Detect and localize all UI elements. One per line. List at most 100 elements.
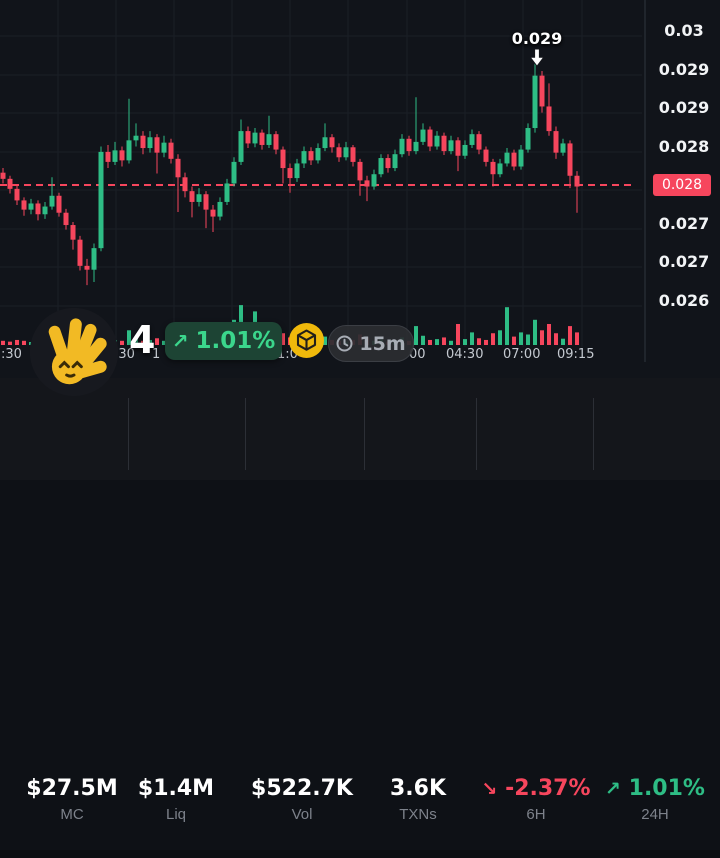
volume-bar [1, 340, 5, 345]
candle-body [224, 183, 230, 202]
face-icon [58, 360, 83, 378]
volume-bar [526, 334, 530, 345]
volume-bar [477, 338, 481, 345]
candle-body [63, 212, 69, 226]
stat-label: 6H [526, 806, 546, 823]
candle-body [462, 144, 468, 156]
candle-body [70, 225, 76, 240]
volume-bar [568, 326, 572, 345]
candle-body [308, 151, 314, 161]
stat-label: 24H [641, 806, 669, 823]
candle-body [84, 265, 90, 270]
candle-body [420, 129, 426, 142]
volume-bar [435, 339, 439, 345]
candle-body [574, 175, 580, 187]
volume-bar [561, 338, 565, 345]
candle-body [504, 152, 510, 164]
candle-body [7, 178, 13, 189]
stat-label: TXNs [399, 806, 437, 823]
volume-bar [519, 332, 523, 345]
candle-body [259, 132, 265, 145]
stat-divider [476, 398, 477, 470]
up-arrow-icon: ↗ [605, 778, 621, 800]
price-axis-label: 0.027 [658, 252, 710, 271]
price-axis-label: 0.029 [658, 60, 710, 79]
candle-body [56, 195, 62, 213]
change-pill[interactable]: ↗ 1.01% [165, 322, 282, 360]
time-axis-label: :30 [1, 347, 22, 362]
volume-bar [470, 332, 474, 345]
price-axis-label: 0.028 [658, 137, 710, 156]
volume-bar [414, 326, 418, 345]
candle-body [511, 152, 517, 167]
candle-body [182, 177, 188, 192]
volume-bar [533, 319, 537, 345]
stat-vol: $522.7K Vol [251, 776, 353, 823]
candle-body [385, 158, 391, 169]
time-axis-label: :30 [114, 347, 135, 362]
candle-body [140, 135, 146, 149]
candle-body [525, 128, 531, 150]
candle-body [175, 158, 181, 178]
candle-body [322, 137, 328, 149]
time-axis-label: 04:30 [446, 347, 484, 362]
volume-bar [575, 332, 579, 345]
candle-body [301, 151, 307, 164]
time-axis-label: 09:15 [557, 347, 595, 362]
stat-value: 1.01% [628, 776, 705, 801]
volume-bar [540, 330, 544, 345]
volume-bar [484, 339, 488, 345]
volume-bar [442, 337, 446, 345]
trading-app-screen: { "colors": { "up": "#2ebd85", "down": "… [0, 0, 720, 823]
timeframe-selector[interactable]: 15m [328, 325, 414, 362]
candle-body [539, 75, 545, 107]
candle-body [476, 134, 482, 150]
candle-body [280, 149, 286, 169]
stat-txns: 3.6K TXNs [390, 776, 446, 823]
annotation-down-arrow-icon [529, 49, 545, 67]
candle-body [189, 191, 195, 202]
volume-bar [141, 340, 145, 345]
candle-body [392, 154, 398, 169]
price-axis-label: 0.026 [658, 291, 710, 310]
candle-body [441, 135, 447, 152]
volume-bar [155, 338, 159, 345]
candle-body [350, 147, 356, 162]
volume-bar [323, 336, 327, 345]
candle-body [567, 143, 573, 176]
home-indicator-strip [0, 850, 720, 858]
bnb-chain-icon[interactable] [289, 323, 324, 358]
candle-body [42, 206, 48, 215]
candle-body [406, 138, 412, 152]
candle-body [133, 135, 139, 141]
volume-bar [449, 340, 453, 345]
candle-body [231, 161, 237, 184]
token-avatar[interactable] [28, 306, 120, 398]
count-badge: 4 [129, 318, 156, 362]
candle-body [217, 201, 223, 217]
volume-bar [8, 341, 12, 345]
candle-body [434, 135, 440, 147]
candle-body [49, 195, 55, 207]
candle-body [126, 140, 132, 161]
volume-bar [134, 337, 138, 345]
down-arrow-icon: ↘ [481, 778, 498, 800]
candle-body [105, 151, 111, 162]
volume-bar [456, 324, 460, 345]
time-axis-label: 00 [409, 347, 426, 362]
timeframe-value: 15m [359, 332, 406, 355]
stat-divider [245, 398, 246, 470]
price-chart-panel[interactable]: 0.03 0.029 0.029 0.028 0.027 0.027 0.026 :30:3… [0, 0, 720, 397]
volume-bar [554, 333, 558, 345]
stat-label: Vol [291, 806, 313, 823]
volume-bar [15, 339, 19, 345]
candle-body [98, 151, 104, 249]
candle-body [469, 134, 475, 145]
volume-bar [491, 333, 495, 345]
price-axis-label: 0.029 [658, 98, 710, 117]
candle-body [91, 248, 97, 270]
volume-bar [505, 307, 509, 345]
candle-body [21, 200, 27, 210]
candle-body [294, 163, 300, 179]
stat-value: -2.37% [505, 776, 591, 801]
